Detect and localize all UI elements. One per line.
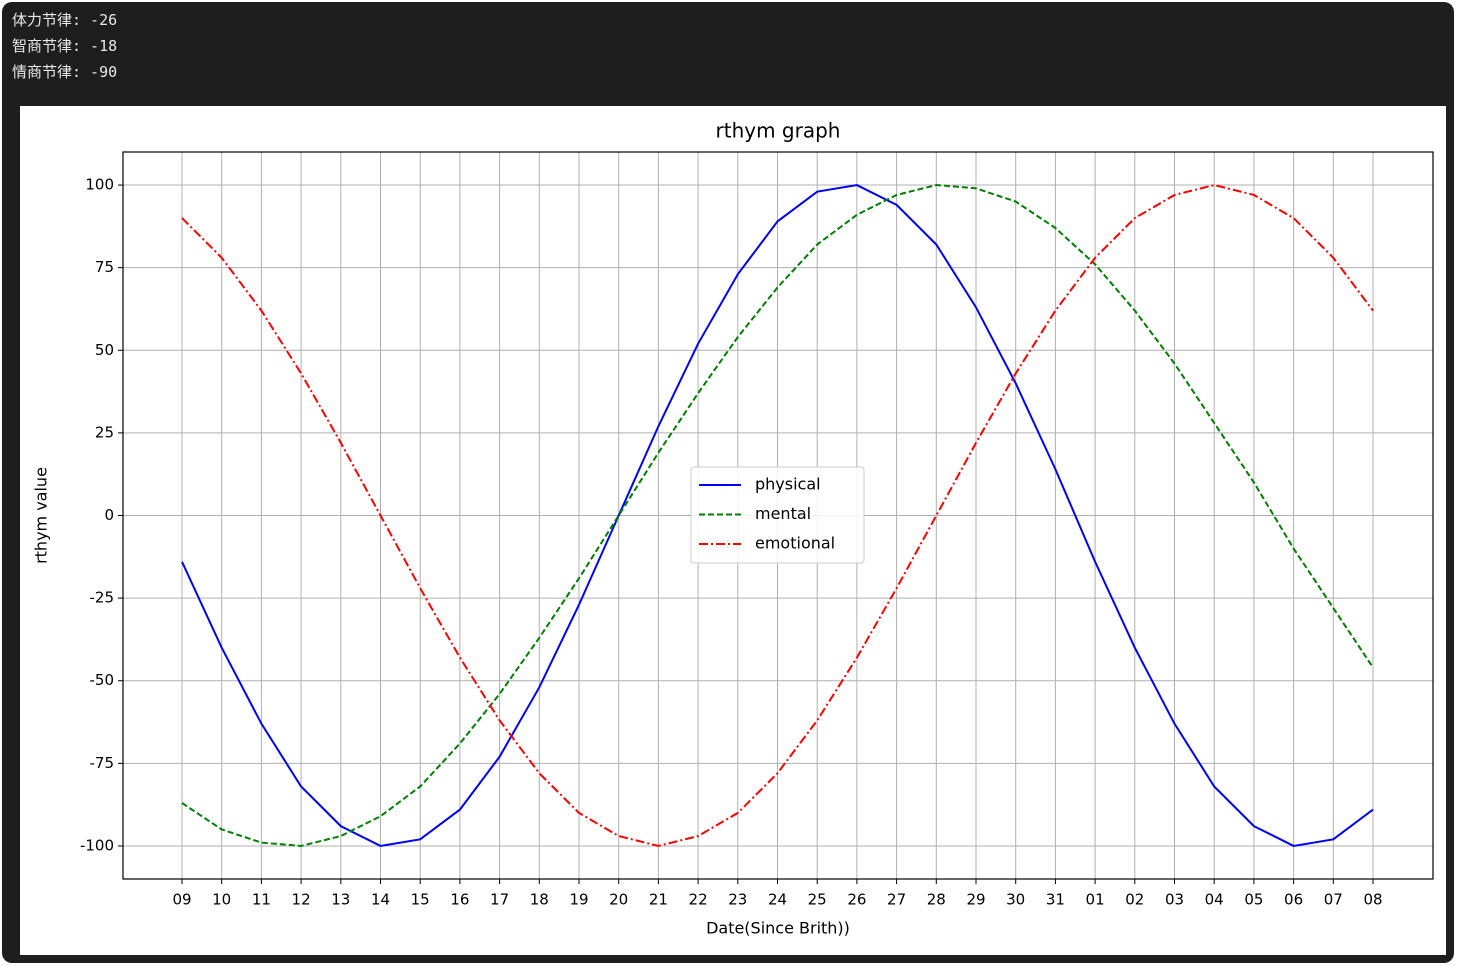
y-tick-label: -25 bbox=[90, 589, 115, 607]
x-tick-label: 31 bbox=[1046, 891, 1065, 909]
x-tick-label: 15 bbox=[411, 891, 430, 909]
x-tick-label: 07 bbox=[1324, 891, 1343, 909]
y-tick-label: 25 bbox=[95, 423, 114, 441]
series-line bbox=[181, 184, 1374, 847]
y-tick-label: 75 bbox=[95, 258, 114, 276]
chart-title: rthym graph bbox=[716, 119, 841, 143]
x-tick-label: 14 bbox=[371, 891, 390, 909]
x-tick-label: 27 bbox=[887, 891, 906, 909]
x-tick-label: 11 bbox=[252, 891, 271, 909]
x-axis-label: Date(Since Brith)) bbox=[706, 919, 850, 938]
legend-box bbox=[690, 466, 865, 564]
x-tick-label: 03 bbox=[1165, 891, 1184, 909]
x-tick-label: 08 bbox=[1363, 891, 1382, 909]
x-tick-label: 02 bbox=[1125, 891, 1144, 909]
x-tick-label: 28 bbox=[927, 891, 946, 909]
x-tick-label: 09 bbox=[172, 891, 191, 909]
legend-label: mental bbox=[755, 504, 811, 523]
console-line: 智商节律: -18 bbox=[12, 37, 118, 55]
x-tick-label: 19 bbox=[569, 891, 588, 909]
series-line bbox=[181, 184, 1374, 847]
y-tick-label: -50 bbox=[90, 671, 115, 689]
x-tick-label: 20 bbox=[609, 891, 628, 909]
console-line: 情商节律: -90 bbox=[12, 63, 118, 81]
x-tick-label: 18 bbox=[530, 891, 549, 909]
x-tick-label: 24 bbox=[768, 891, 787, 909]
x-tick-label: 17 bbox=[490, 891, 509, 909]
x-tick-label: 06 bbox=[1284, 891, 1303, 909]
console-output: 体力节律: -26 智商节律: -18 情商节律: -90 bbox=[12, 7, 117, 85]
x-tick-label: 12 bbox=[292, 891, 311, 909]
y-tick-label: 0 bbox=[104, 506, 114, 524]
x-tick-label: 13 bbox=[331, 891, 350, 909]
x-tick-label: 30 bbox=[1006, 891, 1025, 909]
y-tick-label: -100 bbox=[80, 836, 114, 854]
x-tick-label: 23 bbox=[728, 891, 747, 909]
plot-frame bbox=[122, 151, 1434, 880]
x-tick-label: 21 bbox=[649, 891, 668, 909]
figure: rthym graph -100 -75 -50 -25 0 25 50 75 100 09 10 11… bbox=[20, 106, 1446, 955]
x-tick-label: 05 bbox=[1244, 891, 1263, 909]
legend-label: emotional bbox=[755, 534, 835, 553]
x-tick-label: 16 bbox=[450, 891, 469, 909]
legend-label: physical bbox=[755, 475, 821, 494]
y-tick-label: -75 bbox=[90, 754, 115, 772]
x-tick-label: 04 bbox=[1205, 891, 1224, 909]
y-tick-label: 100 bbox=[85, 176, 114, 194]
x-tick-label: 25 bbox=[808, 891, 827, 909]
x-tick-label: 01 bbox=[1086, 891, 1105, 909]
x-tick-label: 10 bbox=[212, 891, 231, 909]
x-tick-label: 22 bbox=[689, 891, 708, 909]
legend: physical mental emotional bbox=[690, 466, 865, 564]
x-tick-label: 26 bbox=[847, 891, 866, 909]
chart: rthym graph -100 -75 -50 -25 0 25 50 75 100 09 10 11… bbox=[32, 119, 1434, 938]
console-line: 体力节律: -26 bbox=[12, 11, 118, 29]
x-tick-label: 29 bbox=[966, 891, 985, 909]
y-axis-label: rthym value bbox=[32, 467, 51, 564]
y-tick-label: 50 bbox=[95, 341, 114, 359]
series-line bbox=[181, 184, 1374, 847]
